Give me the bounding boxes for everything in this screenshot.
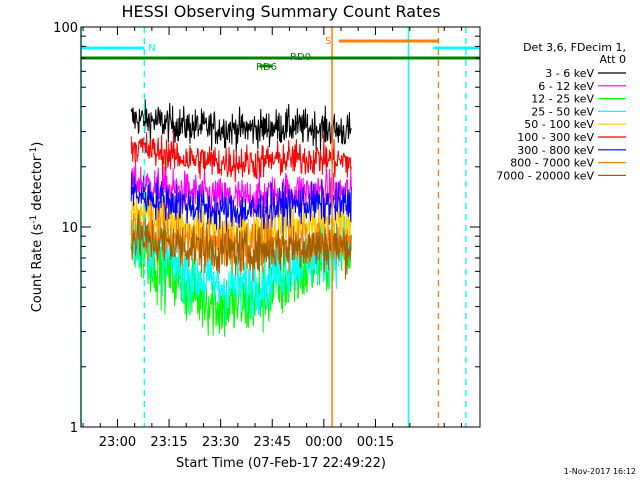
x-tick-label-0: 23:00 (99, 435, 136, 450)
series-line-7 (130, 201, 352, 275)
legend-label-6: 300 - 800 keV (517, 144, 594, 157)
series-line-3 (130, 209, 352, 323)
y-axis-label-mid: detector (30, 155, 45, 215)
legend-label-2: 12 - 25 keV (531, 93, 594, 106)
x-tick-label-3: 23:45 (254, 435, 291, 450)
chart-title: HESSI Observing Summary Count Rates (121, 2, 440, 21)
legend-label-8: 7000 - 20000 keV (496, 169, 594, 182)
legend-label-4: 50 - 100 keV (524, 118, 594, 131)
series-line-6 (130, 171, 352, 236)
legend-header-line-1: Det 3,6, FDecim 1, (523, 41, 626, 54)
legend-label-1: 6 - 12 keV (538, 80, 594, 93)
legend-label-5: 100 - 300 keV (517, 131, 594, 144)
legend-header-line-2: Att 0 (600, 53, 626, 66)
x-tick-label-1: 23:15 (150, 435, 187, 450)
y-axis-label-sup1: -1 (29, 215, 39, 224)
y-axis-label: Count Rate (s-1 detector-1) (29, 142, 45, 313)
series-line-8 (130, 210, 352, 282)
night-label: N (148, 43, 155, 54)
rd0-label: RD0 (290, 52, 311, 63)
series-line-1 (130, 159, 352, 218)
y-axis-label-end: ) (30, 142, 45, 147)
y-axis-label-main: Count Rate (s (30, 224, 45, 313)
series-line-5 (130, 131, 352, 183)
x-tick-label-5: 00:15 (357, 435, 394, 450)
x-tick-label-4: 00:00 (305, 435, 342, 450)
legend-label-3: 25 - 50 keV (531, 105, 594, 118)
y-tick-label-1: 10 (61, 221, 78, 236)
saa-label: S (325, 36, 331, 47)
x-tick-label-2: 23:30 (202, 435, 239, 450)
legend-label-0: 3 - 6 keV (545, 67, 594, 80)
x-axis-label: Start Time (07-Feb-17 22:49:22) (176, 456, 386, 471)
axis-layer: 23:00 23:15 23:30 23:45 00:00 00:15 1 10 100 (53, 21, 480, 450)
rd6-label: RD6 (256, 62, 277, 73)
generation-timestamp: 1-Nov-2017 16:12 (564, 467, 636, 476)
series-line-0 (130, 99, 352, 153)
legend-label-7: 800 - 7000 keV (510, 157, 594, 170)
y-tick-label-2: 100 (53, 21, 78, 36)
y-axis-label-sup2: -1 (29, 147, 39, 156)
series-layer (130, 99, 352, 337)
y-tick-label-0: 1 (70, 421, 78, 436)
